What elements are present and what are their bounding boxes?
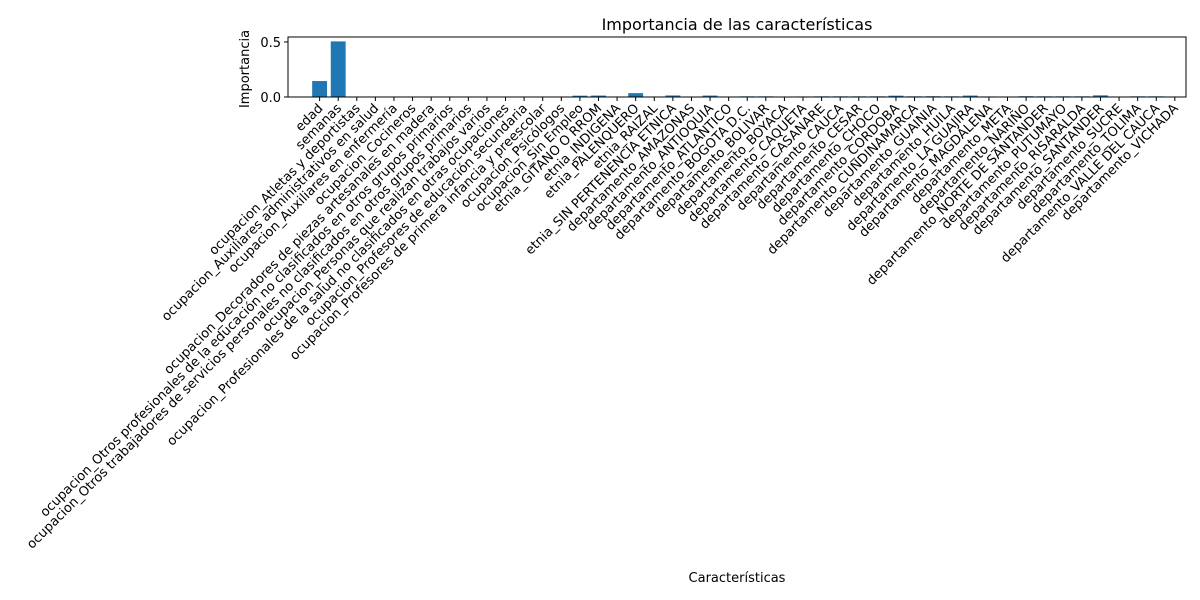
bar-35: [962, 95, 978, 97]
bar-1: [330, 41, 346, 97]
bar-14: [572, 95, 588, 97]
bar-17: [628, 93, 644, 97]
y-ticks-group: 0.0 0.5: [260, 36, 288, 106]
bar-0: [312, 81, 328, 97]
y-tick-label-1: 0.5: [260, 36, 281, 51]
bar-15: [591, 95, 606, 97]
x-axis-label: Características: [689, 571, 786, 586]
x-tick-label-7: ocupacion_Otros profesionales de la educ…: [38, 101, 457, 520]
bar-31: [888, 95, 904, 97]
bar-42: [1093, 95, 1108, 97]
bars-group: [312, 41, 1164, 97]
bar-21: [702, 95, 718, 97]
chart-title: Importancia de las características: [602, 15, 873, 34]
y-tick-label-0: 0.0: [260, 91, 281, 106]
y-axis-label: Importancia: [238, 30, 253, 108]
bar-19: [665, 95, 681, 97]
x-tick-label-8: ocupacion_Otros trabajadores de servicio…: [24, 101, 475, 552]
plot-frame: [287, 36, 1187, 98]
